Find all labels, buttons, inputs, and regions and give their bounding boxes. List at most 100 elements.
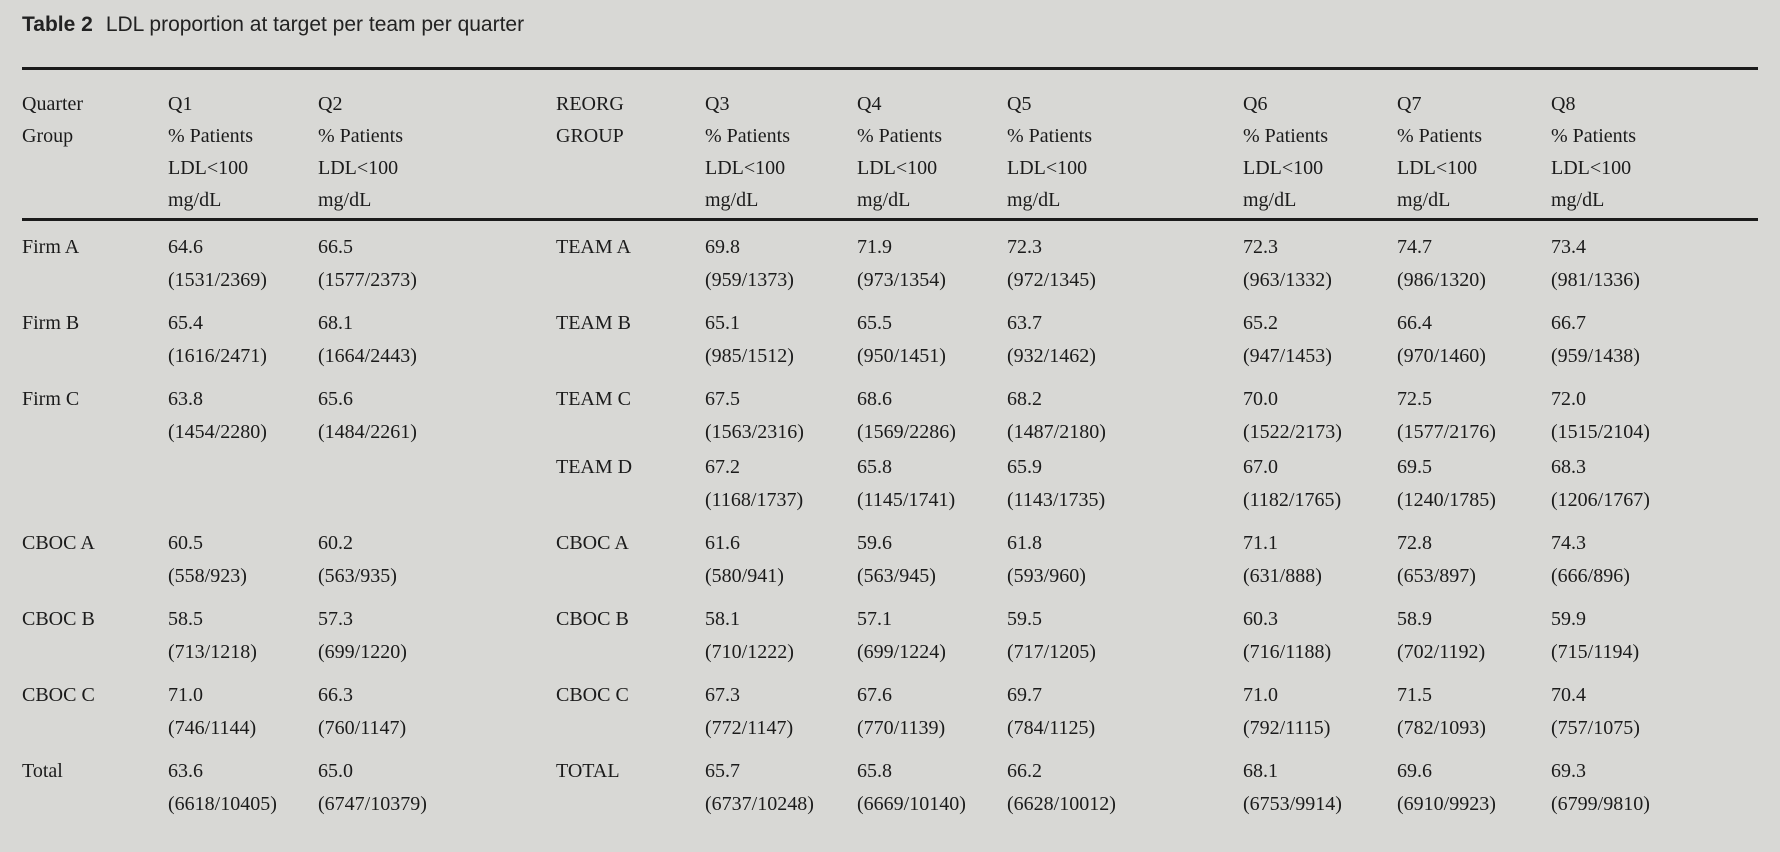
fraction-value: (746/1144)	[168, 717, 257, 739]
header-line: LDL<100	[705, 157, 786, 179]
cell-q6: 72.3 (963/1332)	[1243, 220, 1397, 298]
cell-q2: 66.5 (1577/2373)	[318, 220, 556, 298]
pct-value: 65.8	[857, 760, 892, 782]
cell-q2: 57.3 (699/1220)	[318, 593, 556, 669]
fraction-value: (1143/1735)	[1007, 489, 1106, 511]
pct-value: 67.6	[857, 684, 892, 706]
cell-q3: 58.1 (710/1222)	[705, 593, 857, 669]
table-number: Table 2	[22, 13, 93, 36]
pct-value: 63.6	[168, 760, 203, 782]
cell-q5: 59.5 (717/1205)	[1007, 593, 1243, 669]
cell-q7: 71.5 (782/1093)	[1397, 669, 1551, 745]
pct-value: 66.7	[1551, 312, 1586, 334]
pct-value: 65.7	[705, 760, 740, 782]
header-q3: Q3 % Patients LDL<100 mg/dL	[705, 67, 857, 221]
fraction-value: (6799/9810)	[1551, 793, 1650, 815]
pct-value: 69.8	[705, 236, 740, 258]
fraction-value: (710/1222)	[705, 641, 794, 663]
cell-q3: 61.6 (580/941)	[705, 517, 857, 593]
fraction-value: (973/1354)	[857, 269, 946, 291]
pct-value: 63.7	[1007, 312, 1042, 334]
header-quarter-group: Quarter Group	[22, 67, 168, 221]
header-line: mg/dL	[857, 189, 911, 211]
cell-q6: 70.0 (1522/2173)	[1243, 373, 1397, 449]
cell-q2: 65.6 (1484/2261)	[318, 373, 556, 517]
cell-q8: 68.3 (1206/1767)	[1551, 449, 1758, 517]
fraction-value: (1484/2261)	[318, 421, 417, 443]
pct-value: 71.9	[857, 236, 892, 258]
cell-q5: 65.9 (1143/1735)	[1007, 449, 1243, 517]
cell-q8: 70.4 (757/1075)	[1551, 669, 1758, 745]
fraction-value: (1664/2443)	[318, 345, 417, 367]
row-label: Firm C	[22, 388, 80, 410]
pct-value: 69.3	[1551, 760, 1586, 782]
pct-value: 72.0	[1551, 388, 1586, 410]
pct-value: 65.6	[318, 388, 353, 410]
reorg-label: TEAM A	[556, 236, 631, 258]
pct-value: 65.5	[857, 312, 892, 334]
fraction-value: (932/1462)	[1007, 345, 1096, 367]
pct-value: 61.6	[705, 532, 740, 554]
cell-q4: 68.6 (1569/2286)	[857, 373, 1007, 449]
cell-q5: 72.3 (972/1345)	[1007, 220, 1243, 298]
fraction-value: (6910/9923)	[1397, 793, 1496, 815]
reorg-label: TEAM C	[556, 388, 631, 410]
header-line: LDL<100	[857, 157, 938, 179]
table-row-total: Total 63.6 (6618/10405) 65.0 (6747/10379…	[22, 745, 1758, 821]
fraction-value: (1454/2280)	[168, 421, 267, 443]
pct-value: 65.1	[705, 312, 740, 334]
cell-q6: 71.0 (792/1115)	[1243, 669, 1397, 745]
fraction-value: (772/1147)	[705, 717, 794, 739]
cell-q1: 63.8 (1454/2280)	[168, 373, 318, 517]
cell-q4: 65.5 (950/1451)	[857, 297, 1007, 373]
pct-value: 63.8	[168, 388, 203, 410]
pct-value: 68.1	[1243, 760, 1278, 782]
pct-value: 58.1	[705, 608, 740, 630]
fraction-value: (1182/1765)	[1243, 489, 1342, 511]
pct-value: 67.2	[705, 456, 740, 478]
fraction-value: (1515/2104)	[1551, 421, 1650, 443]
header-q8: Q8 % Patients LDL<100 mg/dL	[1551, 67, 1758, 221]
fraction-value: (1240/1785)	[1397, 489, 1496, 511]
cell-q6: 67.0 (1182/1765)	[1243, 449, 1397, 517]
header-line: Q5	[1007, 93, 1032, 115]
cell-q3: 65.7 (6737/10248)	[705, 745, 857, 821]
cell-q4: 65.8 (6669/10140)	[857, 745, 1007, 821]
table-caption: Table 2 LDL proportion at target per team…	[0, 0, 1780, 38]
header-line: LDL<100	[1397, 157, 1478, 179]
cell-q1: 65.4 (1616/2471)	[168, 297, 318, 373]
cell-q1: 60.5 (558/923)	[168, 517, 318, 593]
header-q4: Q4 % Patients LDL<100 mg/dL	[857, 67, 1007, 221]
fraction-value: (631/888)	[1243, 565, 1322, 587]
header-reorg-group: REORG GROUP	[556, 67, 705, 221]
pct-value: 70.4	[1551, 684, 1586, 706]
table-row-cboc-b: CBOC B 58.5 (713/1218) 57.3 (699/1220) C…	[22, 593, 1758, 669]
cell-q2: 65.0 (6747/10379)	[318, 745, 556, 821]
pct-value: 65.8	[857, 456, 892, 478]
header-line: REORG	[556, 93, 624, 115]
cell-q6: 60.3 (716/1188)	[1243, 593, 1397, 669]
fraction-value: (699/1224)	[857, 641, 946, 663]
fraction-value: (702/1192)	[1397, 641, 1486, 663]
table-row-firm-a: Firm A 64.6 (1531/2369) 66.5 (1577/2373)…	[22, 220, 1758, 298]
cell-q6: 68.1 (6753/9914)	[1243, 745, 1397, 821]
pct-value: 68.1	[318, 312, 353, 334]
pct-value: 74.7	[1397, 236, 1432, 258]
cell-q4: 59.6 (563/945)	[857, 517, 1007, 593]
row-label: CBOC A	[22, 532, 95, 554]
header-line: Q8	[1551, 93, 1576, 115]
pct-value: 59.6	[857, 532, 892, 554]
cell-q7: 69.6 (6910/9923)	[1397, 745, 1551, 821]
fraction-value: (1569/2286)	[857, 421, 956, 443]
fraction-value: (947/1453)	[1243, 345, 1332, 367]
header-line: LDL<100	[1551, 157, 1632, 179]
fraction-value: (6628/10012)	[1007, 793, 1116, 815]
cell-q1: 63.6 (6618/10405)	[168, 745, 318, 821]
cell-q7: 66.4 (970/1460)	[1397, 297, 1551, 373]
fraction-value: (1531/2369)	[168, 269, 267, 291]
header-line: mg/dL	[1397, 189, 1451, 211]
fraction-value: (1577/2373)	[318, 269, 417, 291]
fraction-value: (1563/2316)	[705, 421, 804, 443]
fraction-value: (716/1188)	[1243, 641, 1332, 663]
header-line: mg/dL	[1007, 189, 1061, 211]
